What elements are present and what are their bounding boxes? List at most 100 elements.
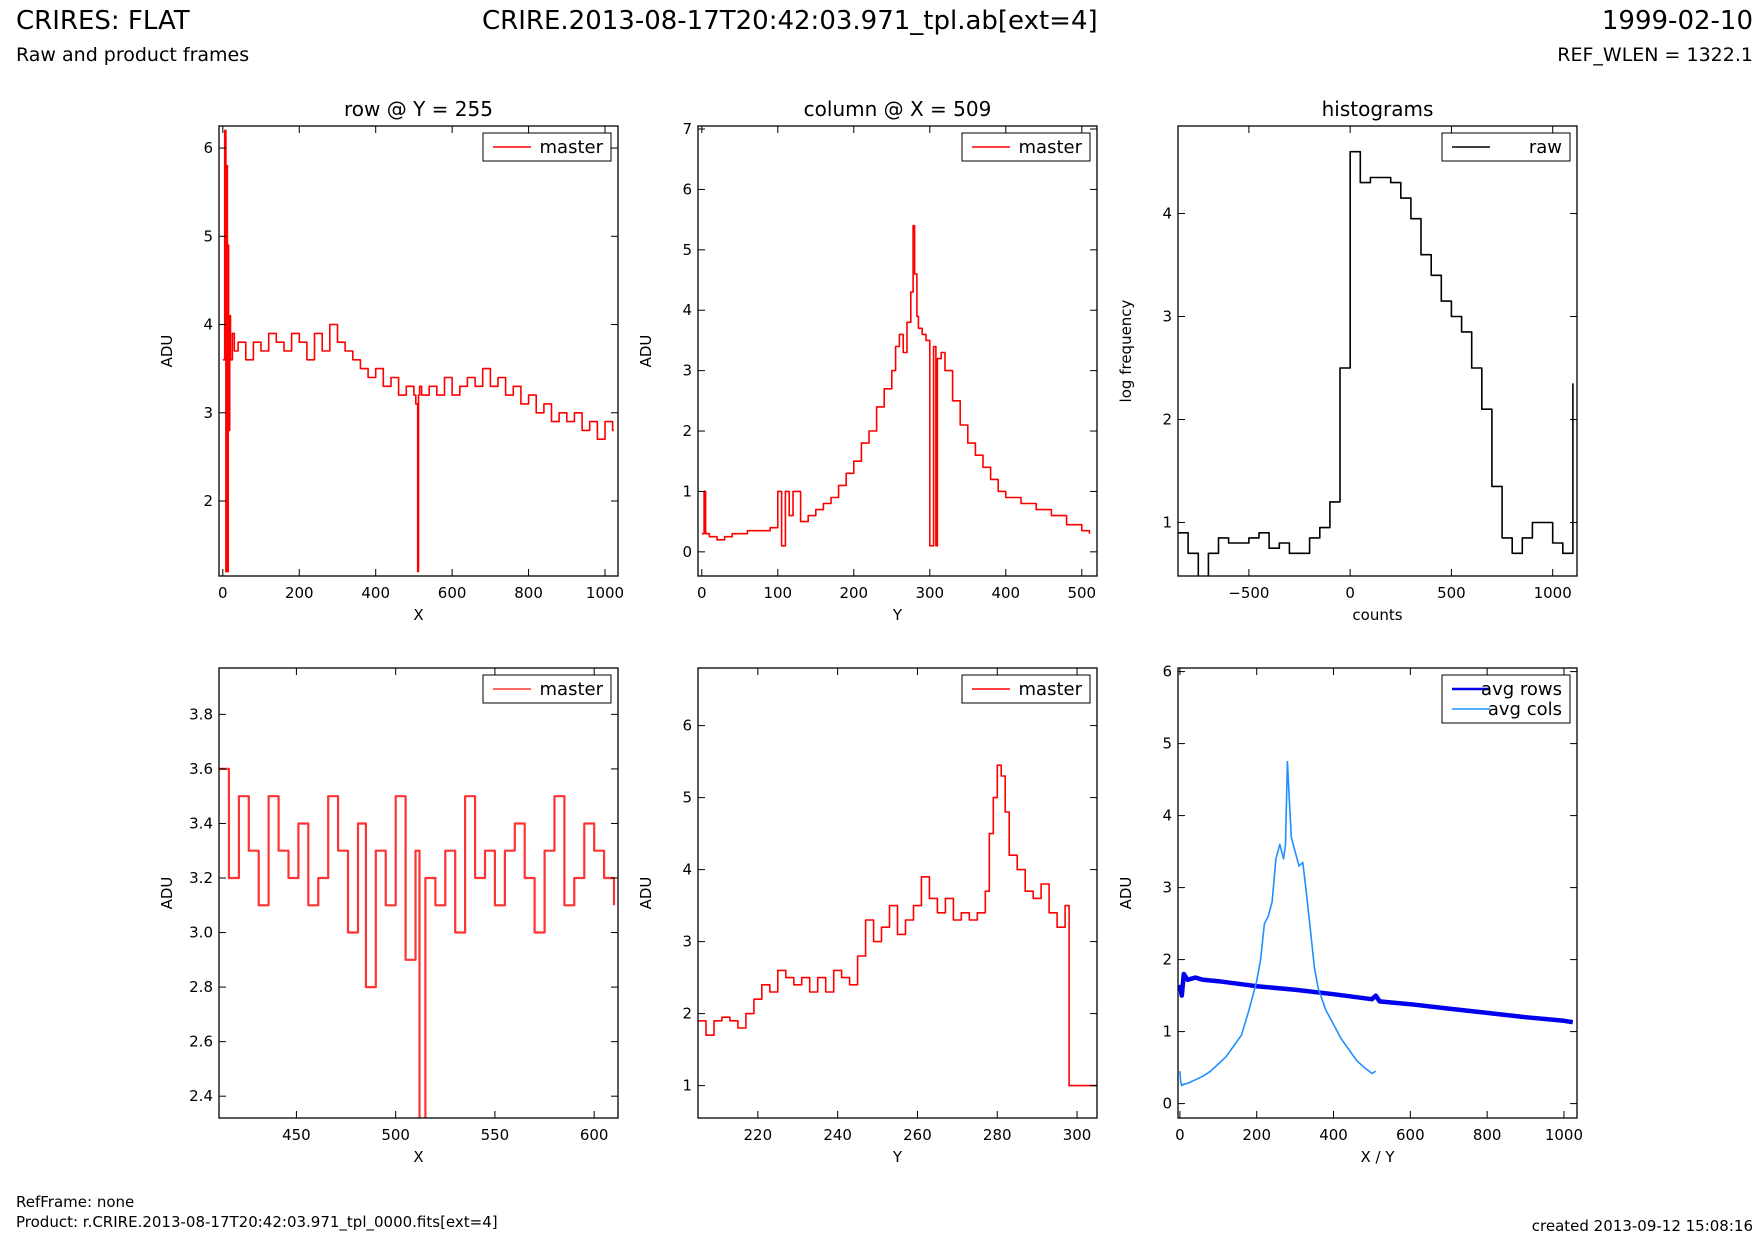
- y-tick-label: 6: [682, 180, 692, 198]
- plot-frame: [218, 125, 619, 577]
- x-tick-label: 1000: [1545, 1126, 1583, 1144]
- y-tick-label: 2.8: [189, 978, 213, 996]
- y-tick-label: 2: [682, 422, 692, 440]
- y-tick-label: 0: [682, 543, 692, 561]
- x-tick-label: 500: [381, 1126, 410, 1144]
- plot-frame: [1177, 667, 1578, 1119]
- product-label: Product: r.CRIRE.2013-08-17T20:42:03.971…: [16, 1213, 498, 1231]
- y-tick-label: 4: [682, 301, 692, 319]
- x-tick-label: 240: [823, 1126, 852, 1144]
- series-line-avg-cols: [1179, 760, 1377, 1087]
- y-tick-label: 2.6: [189, 1033, 213, 1051]
- x-axis-label: X / Y: [1360, 1148, 1395, 1166]
- y-tick-label: 2: [203, 492, 213, 510]
- y-axis-label: ADU: [158, 335, 176, 368]
- series-line-avg-rows: [1178, 971, 1574, 1025]
- y-tick-label: 2: [1162, 951, 1172, 969]
- legend-label: avg rows: [1481, 679, 1562, 700]
- x-axis-label: Y: [892, 1148, 903, 1166]
- figure-title: CRIRES: FLAT: [16, 6, 190, 36]
- series-line-master: [698, 764, 1097, 1087]
- legend-label: master: [540, 137, 604, 158]
- product-file-title: CRIRE.2013-08-17T20:42:03.971_tpl.ab[ext…: [482, 6, 1098, 36]
- x-tick-label: 0: [218, 584, 228, 602]
- legend-box: [1441, 674, 1571, 724]
- y-tick-label: 4: [203, 316, 213, 334]
- chart-column: 0 100 200 300 400 500 0 1 2 3 4 5 6 7 column @ X = 509…: [637, 97, 1098, 624]
- y-tick-label: 5: [682, 241, 692, 259]
- y-axis-label: ADU: [1117, 877, 1135, 910]
- x-tick-label: 450: [282, 1126, 311, 1144]
- legend-label: master: [1019, 137, 1083, 158]
- figure-subtitle: Raw and product frames: [16, 44, 250, 66]
- y-tick-label: 3: [1162, 879, 1172, 897]
- chart-row: 0 200 400 600 800 1000 2 3 4 5 6 row @ Y = 255 X ADU m…: [158, 97, 624, 624]
- x-tick-label: 280: [983, 1126, 1012, 1144]
- x-tick-label: 200: [839, 584, 868, 602]
- x-tick-label: 500: [1437, 584, 1466, 602]
- chart-title: column @ X = 509: [804, 97, 992, 121]
- x-tick-label: 0: [1175, 1126, 1185, 1144]
- x-tick-label: −500: [1228, 584, 1269, 602]
- x-tick-label: 260: [903, 1126, 932, 1144]
- x-axis-label: X: [413, 606, 423, 624]
- x-tick-label: 800: [514, 584, 543, 602]
- plot-frame: [697, 667, 1098, 1119]
- y-axis-label: ADU: [637, 877, 655, 910]
- y-tick-label: 3.8: [189, 705, 213, 723]
- y-tick-label: 1: [682, 1077, 692, 1095]
- x-tick-label: 500: [1067, 584, 1096, 602]
- x-tick-label: 300: [1063, 1126, 1092, 1144]
- chart-column-zoom: 220 240 260 280 300 1 2 3 4 5 6 Y ADU master: [637, 667, 1098, 1166]
- created-timestamp: created 2013-09-12 15:08:16: [1531, 1217, 1753, 1235]
- chart-title: histograms: [1322, 97, 1434, 121]
- series-line-raw: [1178, 150, 1574, 576]
- y-tick-label: 5: [1162, 735, 1172, 753]
- ref-frame-label: RefFrame: none: [16, 1193, 135, 1211]
- x-tick-label: 400: [1319, 1126, 1348, 1144]
- x-tick-label: 1000: [586, 584, 624, 602]
- x-tick-label: 600: [438, 584, 467, 602]
- plot-frame: [1177, 125, 1578, 577]
- y-tick-label: 0: [1162, 1095, 1172, 1113]
- legend-label: avg cols: [1488, 699, 1562, 720]
- x-tick-label: 400: [991, 584, 1020, 602]
- y-axis-label: log frequency: [1117, 299, 1135, 402]
- x-tick-label: 0: [1345, 584, 1355, 602]
- legend-label: master: [540, 679, 604, 700]
- y-tick-label: 5: [203, 227, 213, 245]
- x-tick-label: 200: [285, 584, 314, 602]
- y-tick-label: 3.6: [189, 760, 213, 778]
- x-tick-label: 100: [763, 584, 792, 602]
- y-tick-label: 6: [682, 717, 692, 735]
- y-tick-label: 3.2: [189, 869, 213, 887]
- x-tick-label: 0: [697, 584, 707, 602]
- observation-date: 1999-02-10: [1601, 6, 1753, 36]
- x-axis-label: Y: [892, 606, 903, 624]
- y-tick-label: 6: [1162, 663, 1172, 681]
- y-tick-label: 3: [1162, 308, 1172, 326]
- y-tick-label: 1: [1162, 513, 1172, 531]
- y-tick-label: 3.0: [189, 924, 213, 942]
- y-tick-label: 6: [203, 139, 213, 157]
- plot-frame: [697, 125, 1098, 577]
- x-tick-label: 220: [744, 1126, 773, 1144]
- y-tick-label: 1: [682, 482, 692, 500]
- legend-label: raw: [1529, 137, 1562, 158]
- series-line-master: [701, 224, 1091, 547]
- y-tick-label: 3.4: [189, 814, 213, 832]
- y-tick-label: 3: [203, 404, 213, 422]
- chart-title: row @ Y = 255: [344, 97, 493, 121]
- y-tick-label: 4: [682, 861, 692, 879]
- y-tick-label: 3: [682, 362, 692, 380]
- chart-hist: −500 0 500 1000 1 2 3 4 histograms counts log freq…: [1117, 97, 1578, 624]
- y-tick-label: 4: [1162, 807, 1172, 825]
- x-tick-label: 300: [915, 584, 944, 602]
- series-line-master: [222, 129, 614, 573]
- y-tick-label: 3: [682, 933, 692, 951]
- x-tick-label: 1000: [1534, 584, 1572, 602]
- chart-row-zoom: 450 500 550 600 2.4 2.6 2.8 3.0 3.2 3.4 3.6 3.8 X ADU…: [158, 667, 619, 1166]
- y-axis-label: ADU: [637, 335, 655, 368]
- x-tick-label: 200: [1242, 1126, 1271, 1144]
